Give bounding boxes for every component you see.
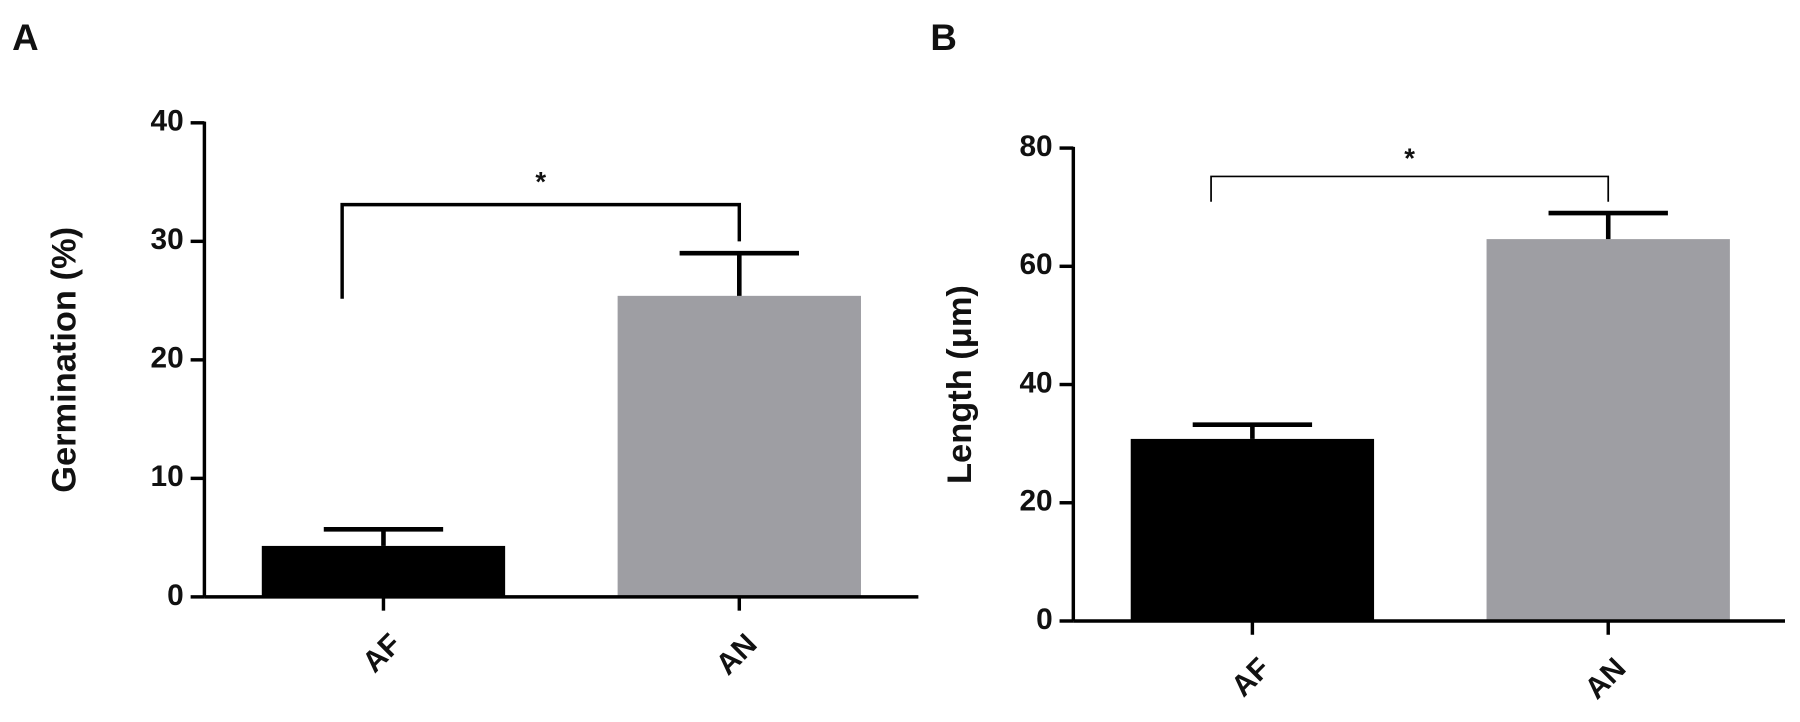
error-bar <box>1192 422 1313 439</box>
significance-label: * <box>535 166 546 197</box>
error-bar <box>323 527 444 546</box>
x-tick-label: AF <box>1225 652 1276 703</box>
error-bar <box>679 250 799 296</box>
y-axis-title: Length (μm) <box>941 285 979 484</box>
x-tick-label: AN <box>1579 652 1633 706</box>
panel-label: B <box>930 17 957 58</box>
significance-label: * <box>1404 143 1415 174</box>
y-tick-label: 40 <box>1019 366 1052 399</box>
x-tick-label: AN <box>710 628 764 682</box>
error-bar <box>1548 210 1668 240</box>
y-tick-label: 40 <box>151 105 184 138</box>
significance-bracket <box>340 202 742 299</box>
x-tick-label: AF <box>356 628 407 679</box>
y-tick-label: 20 <box>1019 485 1052 518</box>
bar <box>1130 438 1375 621</box>
y-tick-label: 60 <box>1019 248 1052 281</box>
bar <box>1486 239 1730 621</box>
y-tick-label: 10 <box>151 460 184 493</box>
y-tick-label: 80 <box>1019 130 1052 163</box>
panel-label: A <box>12 17 39 58</box>
y-tick-label: 30 <box>151 223 184 256</box>
y-tick-label: 0 <box>167 579 184 612</box>
y-axis-title: Germination (%) <box>46 227 84 493</box>
bar <box>261 545 506 597</box>
bar <box>617 295 861 597</box>
significance-bracket <box>1210 175 1610 202</box>
y-tick-label: 0 <box>1036 603 1053 636</box>
y-tick-label: 20 <box>151 342 184 375</box>
